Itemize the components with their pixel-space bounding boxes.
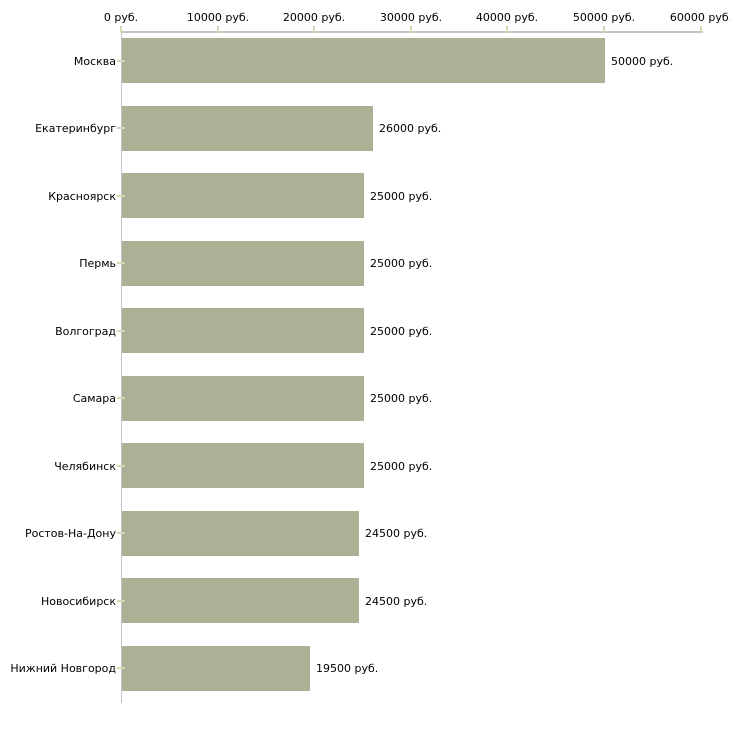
bar [122,173,364,218]
bar-category-label: Екатеринбург [35,122,116,135]
y-tick-mark [117,60,125,62]
bar-category-label: Нижний Новгород [10,662,116,675]
bar-value-label: 25000 руб. [370,392,433,405]
x-tick-mark [603,26,605,33]
x-tick-mark [217,26,219,33]
y-tick-mark [117,397,125,399]
bar [122,443,364,488]
x-tick-mark [506,26,508,33]
x-tick-label: 20000 руб. [282,11,346,24]
bar-value-label: 25000 руб. [370,190,433,203]
x-tick-label: 50000 руб. [572,11,636,24]
x-tick-mark [313,26,315,33]
bar [122,511,359,556]
y-tick-mark [117,127,125,129]
x-tick-label: 0 руб. [103,11,139,24]
bar [122,38,605,83]
x-tick-label: 60000 руб. [669,11,730,24]
bar [122,106,373,151]
bar [122,376,364,421]
x-tick-label: 40000 руб. [475,11,539,24]
bar-value-label: 25000 руб. [370,325,433,338]
x-axis-line [121,31,703,33]
bar [122,241,364,286]
bar-category-label: Красноярск [48,190,116,203]
y-tick-mark [117,195,125,197]
x-tick-mark [120,26,122,33]
y-tick-mark [117,262,125,264]
bar-value-label: 25000 руб. [370,257,433,270]
bar-value-label: 19500 руб. [316,662,379,675]
bar [122,578,359,623]
bar [122,646,310,691]
bar [122,308,364,353]
bar-category-label: Челябинск [54,460,116,473]
bar-category-label: Новосибирск [40,595,116,608]
bar-value-label: 25000 руб. [370,460,433,473]
x-tick-mark [410,26,412,33]
y-tick-mark [117,330,125,332]
y-tick-mark [117,667,125,669]
y-tick-mark [117,600,125,602]
x-tick-mark [700,26,702,33]
x-tick-label: 10000 руб. [186,11,250,24]
bar-category-label: Москва [73,55,116,68]
y-tick-mark [117,532,125,534]
y-tick-mark [117,465,125,467]
bar-category-label: Самара [72,392,116,405]
bar-category-label: Волгоград [55,325,116,338]
bar-value-label: 26000 руб. [379,122,442,135]
bar-value-label: 24500 руб. [365,527,428,540]
y-axis-line [121,31,122,703]
bar-category-label: Пермь [79,257,116,270]
bar-value-label: 24500 руб. [365,595,428,608]
bar-value-label: 50000 руб. [611,55,674,68]
bar-category-label: Ростов-На-Дону [24,527,116,540]
x-tick-label: 30000 руб. [379,11,443,24]
